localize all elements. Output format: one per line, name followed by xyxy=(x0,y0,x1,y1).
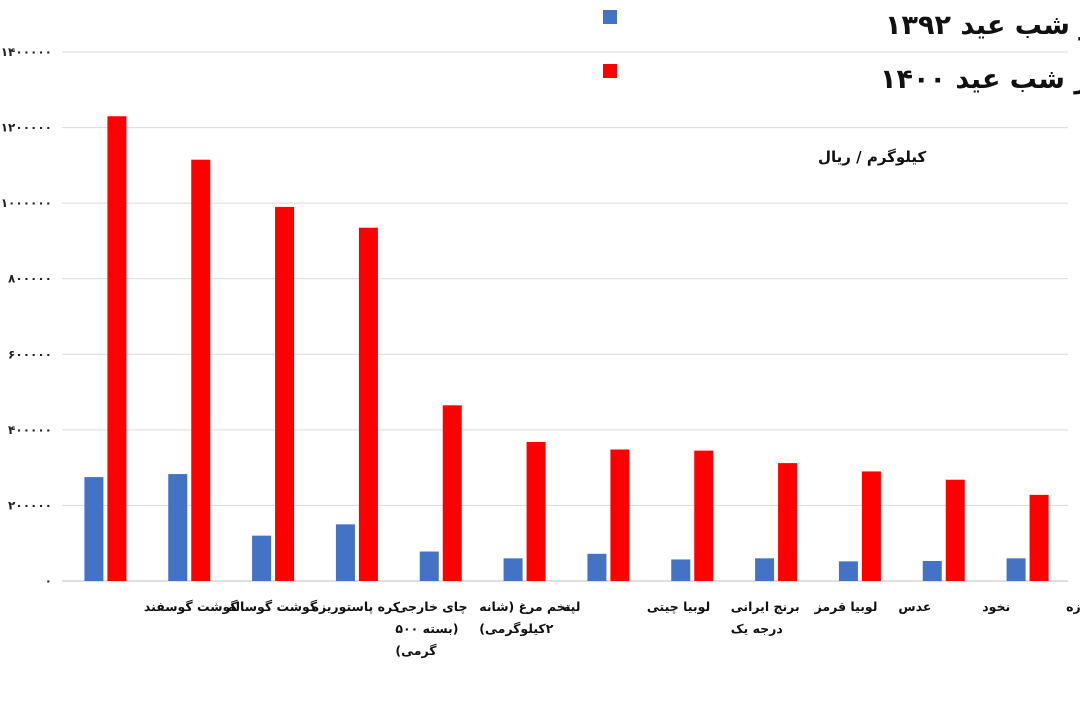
bar-1392 xyxy=(335,524,355,581)
legend-label-1392: قیمت در شب عید ۱۳۹۲ xyxy=(885,10,1080,41)
bars xyxy=(84,116,1049,582)
bar-1400 xyxy=(442,405,462,581)
x-category-label: لپه xyxy=(563,599,580,614)
bar-1392 xyxy=(419,551,439,581)
bar-1392 xyxy=(252,535,272,581)
x-category-label: عدس xyxy=(898,599,931,614)
x-category-label: کره پاستوریزه xyxy=(312,599,401,614)
bar-1400 xyxy=(191,159,211,582)
x-category-label: برنج ایرانی xyxy=(731,599,800,614)
legend-swatch-1392 xyxy=(603,10,617,24)
legend-label-1400: قیمت در شب عید ۱۴۰۰ xyxy=(880,64,1080,95)
bar-1392 xyxy=(503,558,523,581)
bar-1392 xyxy=(755,558,775,581)
unit-label: کیلوگرم / ریال xyxy=(818,148,927,166)
x-category-label: ۲کیلوگرمی) xyxy=(479,621,553,636)
bar-1392 xyxy=(84,477,104,581)
y-tick-label: ۰ xyxy=(45,574,52,588)
x-category-label: تخم مرغ (شانه xyxy=(479,599,570,614)
legend-swatch-1400 xyxy=(603,64,617,78)
x-category-label: گوشت گوسفند xyxy=(144,599,238,614)
bar-1400 xyxy=(1029,494,1049,581)
x-category-label: درجه یک xyxy=(731,621,783,636)
bar-1400 xyxy=(861,471,881,581)
bar-1392 xyxy=(838,561,858,581)
x-category-label: نخود xyxy=(982,599,1010,614)
bar-1392 xyxy=(587,553,607,581)
x-category-label: مرغ تازه xyxy=(1066,599,1080,614)
bar-1392 xyxy=(922,560,942,581)
bar-1400 xyxy=(945,479,965,581)
bar-1400 xyxy=(778,463,798,581)
x-category-label: لوبیا قرمز xyxy=(814,599,878,614)
gridlines xyxy=(62,51,1068,582)
y-tick-label: ۱۲۰۰۰۰۰ xyxy=(1,121,52,135)
bar-1392 xyxy=(671,559,691,581)
y-tick-label: ۴۰۰۰۰۰ xyxy=(8,423,52,437)
bar-1400 xyxy=(694,450,714,581)
bar-1400 xyxy=(526,441,546,581)
bar-1392 xyxy=(168,474,188,581)
bar-1392 xyxy=(1006,558,1026,581)
bar-1400 xyxy=(107,116,127,581)
bar-1400 xyxy=(275,206,295,581)
y-tick-label: ۲۰۰۰۰۰ xyxy=(8,498,52,512)
y-tick-label: ۱۴۰۰۰۰۰ xyxy=(1,45,52,59)
y-tick-label: ۶۰۰۰۰۰ xyxy=(8,347,52,361)
x-category-label: گوشت گوساله xyxy=(228,599,318,614)
y-axis-ticks: ۰ ۲۰۰۰۰۰ ۴۰۰۰۰۰ ۶۰۰۰۰۰ ۸۰۰۰۰۰ ۱۰۰۰۰۰۰ ۱۲۰۰۰۰۰ ۱… xyxy=(1,45,52,588)
x-category-label: گرمی) xyxy=(395,643,437,658)
bar-1400 xyxy=(358,227,378,582)
y-tick-label: ۸۰۰۰۰۰ xyxy=(8,272,52,286)
legend: قیمت در شب عید ۱۳۹۲ قیمت در شب عید ۱۴۰۰ xyxy=(603,10,1080,95)
x-category-label: (بسته ۵۰۰ xyxy=(395,621,458,636)
bar-1400 xyxy=(610,449,630,581)
x-category-label: چای خارجی xyxy=(395,599,467,614)
y-tick-label: ۱۰۰۰۰۰۰ xyxy=(1,196,52,210)
x-category-label: لوبیا چیتی xyxy=(647,599,710,614)
